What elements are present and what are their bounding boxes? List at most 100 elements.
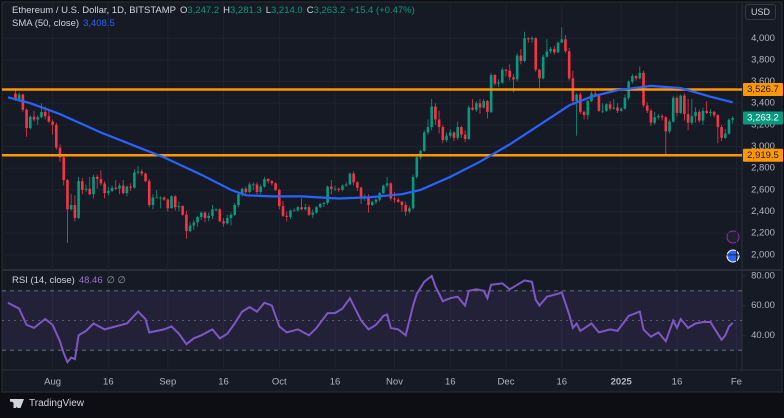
candle-body <box>133 172 136 188</box>
rsi-band <box>2 290 742 351</box>
candle-body <box>296 207 300 211</box>
candle-body <box>237 194 240 206</box>
ohlc-item: C3,263.2 <box>307 5 346 16</box>
candle-body <box>207 215 210 219</box>
rsi-tick-label: 40.00 <box>751 330 775 341</box>
last-price-label: 3,263.2 <box>747 113 779 124</box>
candle-body <box>437 119 441 128</box>
candle-body <box>344 184 348 186</box>
candle-body <box>370 201 374 206</box>
x-tick-label: Dec <box>498 377 515 388</box>
brand[interactable]: TradingView <box>10 398 84 409</box>
sma-legend: SMA (50, close) 3,408.5 <box>12 18 115 29</box>
candle-body <box>690 116 694 123</box>
candle-body <box>478 103 482 108</box>
x-tick-label: Aug <box>44 377 61 388</box>
candle-body <box>709 111 712 113</box>
candle-body <box>657 116 660 118</box>
candle-body <box>192 222 196 226</box>
candle-body <box>84 188 88 190</box>
candle-body <box>307 207 311 215</box>
candle-body <box>564 39 567 52</box>
candle-body <box>196 216 199 223</box>
currency-button[interactable]: USD <box>744 4 776 20</box>
x-tick-label: Fe <box>731 377 742 388</box>
x-tick-label: 2025 <box>611 377 633 388</box>
candle-body <box>527 38 530 40</box>
candle-body <box>240 188 244 195</box>
candle-body <box>330 186 333 189</box>
y-tick-label: 2,400 <box>751 206 775 217</box>
candle-body <box>110 187 114 191</box>
candle-body <box>333 188 337 190</box>
candle-body <box>229 214 233 219</box>
candle-body <box>266 179 270 182</box>
candle-body <box>181 206 184 215</box>
x-tick-label: 16 <box>445 377 456 388</box>
candle-body <box>159 197 162 199</box>
candle-body <box>47 116 51 122</box>
ohlc-value: 3,263.2 <box>313 5 346 16</box>
candle-body <box>471 107 474 110</box>
candle-body <box>389 183 393 199</box>
candle-body <box>92 176 95 195</box>
candle-body <box>259 186 263 193</box>
candle-body <box>58 147 62 158</box>
candle-body <box>136 171 140 173</box>
candle-body <box>55 124 58 148</box>
ohlc-item: O3,247.2 <box>180 5 219 16</box>
candle-body <box>593 93 597 95</box>
candle-body <box>129 186 132 188</box>
candle-body <box>292 210 296 212</box>
candle-body <box>318 203 322 208</box>
candle-body <box>107 190 110 194</box>
candle-body <box>541 56 545 79</box>
ohlc-key: L <box>265 5 271 16</box>
candle-body <box>211 209 214 216</box>
candle-body <box>456 127 459 138</box>
candle-body <box>73 205 77 219</box>
x-tick-label: Oct <box>272 377 287 388</box>
candle-body <box>623 97 627 109</box>
candle-body <box>448 132 452 136</box>
candle-body <box>619 108 623 111</box>
candle-body <box>430 106 433 128</box>
candle-body <box>556 42 560 53</box>
candle-body <box>497 82 500 84</box>
y-tick-label: 3,000 <box>751 141 775 152</box>
candle-body <box>582 111 586 116</box>
candle-body <box>36 117 40 120</box>
x-tick-label: Sep <box>159 377 176 388</box>
candle-body <box>188 225 192 232</box>
rsi-value: 48.46 <box>78 275 103 286</box>
candle-body <box>382 185 385 194</box>
sma-name: SMA (50, close) <box>12 18 80 29</box>
candle-body <box>393 198 396 200</box>
candle-body <box>151 197 155 206</box>
candle-body <box>270 181 274 184</box>
candle-body <box>653 117 656 123</box>
ohlc-item: L3,214.0 <box>266 5 303 16</box>
y-tick-label: 3,800 <box>751 54 775 65</box>
candle-body <box>244 188 248 193</box>
candle-body <box>125 186 129 194</box>
candle-body <box>95 176 99 180</box>
candle-body <box>467 107 471 139</box>
candle-body <box>25 109 28 129</box>
candle-body <box>452 132 456 138</box>
candle-body <box>575 94 578 102</box>
candle-body <box>99 179 103 184</box>
candle-body <box>400 201 404 206</box>
candle-body <box>671 97 675 122</box>
flag-icon[interactable] <box>726 249 740 263</box>
level-label-box <box>743 83 783 97</box>
candle-body <box>374 199 378 202</box>
candle-body <box>426 127 430 133</box>
candle-body <box>51 121 54 125</box>
candle-body <box>616 107 619 111</box>
ohlc-value: 3,214.0 <box>270 5 303 16</box>
candle-body <box>686 114 690 123</box>
x-tick-label: 16 <box>330 377 341 388</box>
candle-body <box>289 210 292 217</box>
